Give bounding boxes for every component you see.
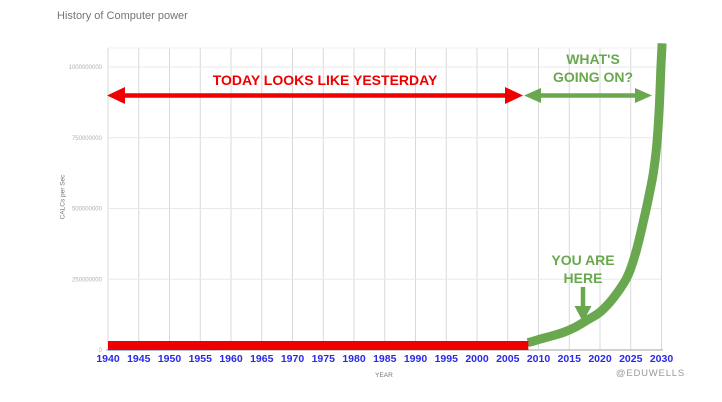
- x-tick-label: 1980: [342, 353, 366, 365]
- x-tick-label: 2000: [465, 353, 489, 365]
- y-tick-label: 750000000: [72, 136, 103, 142]
- chart-layers: 0 250000000 500000000 750000000 1000000000 19…: [69, 43, 674, 365]
- x-tick-label: 2015: [558, 353, 582, 365]
- x-tick-label: 1965: [250, 353, 274, 365]
- y-tick-label: 1000000000: [69, 65, 103, 71]
- x-tick-label: 1950: [158, 353, 182, 365]
- x-tick-label: 1955: [189, 353, 213, 365]
- x-tick-label: 1945: [127, 353, 151, 365]
- x-tick-label: 2030: [650, 353, 674, 365]
- x-tick-label: 1970: [281, 353, 305, 365]
- you-are-here-arrow: [574, 287, 592, 322]
- x-tick-label: 2005: [496, 353, 520, 365]
- here-annotation-line1: YOU ARE: [551, 252, 615, 268]
- you-are-here-annotation-label: YOU ARE HERE: [513, 252, 653, 287]
- x-tick-label: 1960: [219, 353, 243, 365]
- x-tick-label: 1985: [373, 353, 397, 365]
- vertical-gridlines: [107, 48, 662, 350]
- whats-arrow-left-head-icon: [524, 88, 541, 103]
- x-tick-label: 1990: [404, 353, 428, 365]
- whats-going-on-annotation-label: WHAT'S GOING ON?: [523, 51, 663, 86]
- x-axis-title: YEAR: [375, 372, 393, 379]
- today-arrow-right-head-icon: [505, 87, 523, 104]
- today-annotation-label: TODAY LOOKS LIKE YESTERDAY: [212, 72, 438, 88]
- x-tick-label: 1940: [96, 353, 120, 365]
- today-arrow-left-head-icon: [107, 87, 125, 104]
- here-annotation-line2: HERE: [563, 269, 603, 286]
- y-tick-label: 500000000: [72, 207, 103, 213]
- x-tick-label: 1995: [435, 353, 459, 365]
- y-tick-label: 0: [99, 348, 103, 354]
- chart-title: History of Computer power: [57, 10, 188, 22]
- whats-annotation-line2: GOING ON?: [552, 68, 634, 85]
- horizontal-gridlines: [108, 47, 662, 280]
- whats-going-on-arrow: [524, 88, 652, 103]
- x-tick-label: 1975: [312, 353, 336, 365]
- here-arrow-down-head-icon: [574, 306, 592, 322]
- y-axis-title: CALCs per Sec: [59, 174, 67, 220]
- credit-handle: @EDUWELLS: [615, 368, 685, 379]
- growth-curve: [526, 43, 667, 348]
- x-tick-label: 2010: [527, 353, 551, 365]
- y-tick-label: 250000000: [72, 277, 103, 283]
- x-tick-label: 2020: [588, 353, 612, 365]
- today-era-arrow: [107, 87, 523, 104]
- x-tick-label: 2025: [619, 353, 643, 365]
- whats-arrow-right-head-icon: [635, 88, 652, 103]
- whats-annotation-line1: WHAT'S: [566, 51, 620, 67]
